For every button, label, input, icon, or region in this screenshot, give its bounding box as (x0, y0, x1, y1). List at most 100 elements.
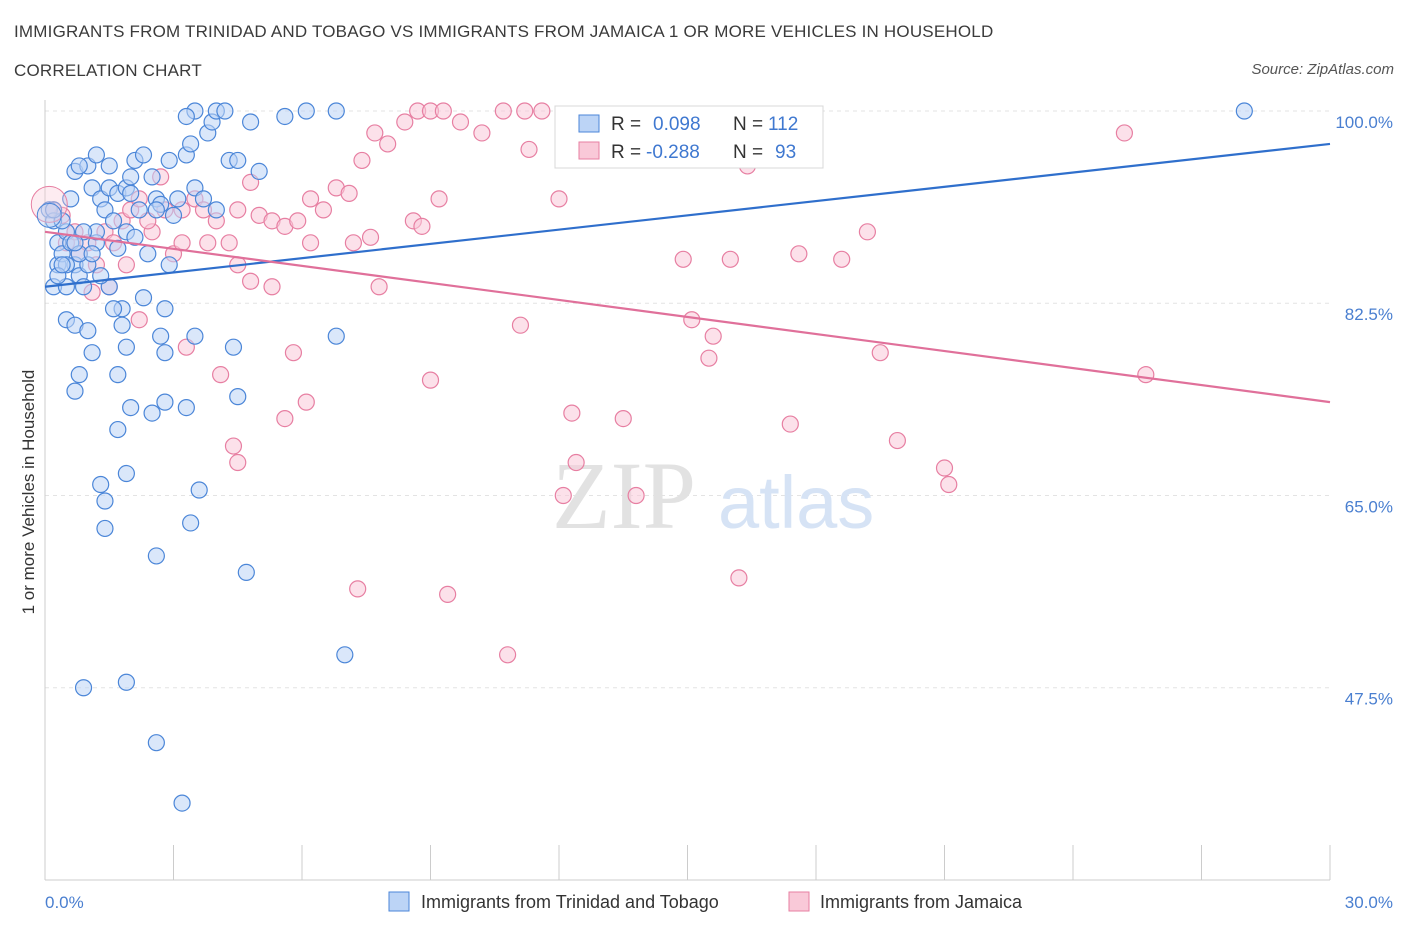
point-trinidad (156, 300, 174, 318)
point-trinidad (92, 475, 110, 494)
point-jamaica (379, 135, 397, 153)
point-trinidad (229, 388, 247, 406)
chart-title: IMMIGRANTS FROM TRINIDAD AND TOBAGO VS I… (14, 22, 994, 41)
point-trinidad (147, 734, 165, 752)
point-trinidad (74, 679, 93, 697)
point-trinidad (327, 327, 345, 345)
point-jamaica (516, 102, 534, 120)
point-trinidad (44, 201, 63, 219)
point-trinidad (143, 404, 161, 422)
legend-swatch-trinidad (388, 891, 410, 912)
point-trinidad (70, 157, 88, 175)
point-trinidad (66, 382, 84, 400)
point-trinidad (182, 135, 200, 153)
point-jamaica (494, 102, 512, 120)
stats-r-label-1: R = (611, 114, 641, 135)
point-jamaica (704, 327, 722, 345)
point-trinidad (177, 399, 195, 417)
point-trinidad (109, 239, 127, 257)
point-trinidad (147, 201, 165, 219)
point-trinidad (147, 547, 165, 565)
point-jamaica (130, 311, 148, 329)
point-jamaica (117, 256, 135, 274)
watermark-atlas: atlas (718, 461, 874, 544)
point-trinidad (139, 245, 157, 263)
point-jamaica (212, 366, 230, 384)
point-jamaica (396, 113, 414, 131)
point-trinidad (164, 206, 183, 224)
point-trinidad (160, 151, 178, 170)
point-jamaica (833, 250, 851, 268)
point-trinidad (224, 338, 243, 356)
trend-line-jamaica (44, 230, 1331, 404)
point-jamaica (430, 190, 448, 208)
point-jamaica (781, 415, 799, 433)
point-trinidad (104, 300, 123, 318)
point-trinidad (237, 563, 255, 581)
point-trinidad (87, 146, 106, 164)
legend-label-trinidad: Immigrants from Trinidad and Tobago (421, 892, 719, 912)
point-trinidad (104, 212, 123, 230)
point-trinidad (79, 322, 97, 340)
point-trinidad (36, 202, 62, 228)
point-trinidad (96, 519, 114, 538)
point-trinidad (109, 366, 127, 384)
y-axis-label: 1 or more Vehicles in Household (19, 370, 38, 615)
point-jamaica (935, 459, 954, 477)
point-jamaica (289, 212, 307, 230)
point-trinidad (113, 316, 131, 334)
point-jamaica (567, 453, 585, 472)
point-jamaica (30, 185, 68, 223)
y-tick-label: 65.0% (1345, 497, 1393, 516)
stats-swatch-pink (578, 141, 600, 160)
stats-box: R = 0.098 N = 112 R = -0.288 N = 93 (554, 105, 824, 169)
point-trinidad (70, 366, 88, 384)
point-jamaica (366, 124, 384, 142)
point-jamaica (550, 190, 568, 208)
trend-line-trinidad (44, 142, 1331, 288)
point-jamaica (361, 228, 380, 246)
point-trinidad (53, 256, 71, 274)
legend-label-jamaica: Immigrants from Jamaica (820, 892, 1023, 912)
point-trinidad (117, 464, 135, 483)
point-jamaica (730, 569, 748, 587)
point-trinidad (126, 228, 144, 246)
point-jamaica (349, 580, 367, 598)
x-tick-label: 0.0% (45, 893, 84, 912)
point-trinidad (130, 201, 148, 219)
point-trinidad (250, 162, 268, 181)
point-jamaica (520, 140, 538, 159)
data-points (30, 102, 1253, 812)
point-jamaica (297, 393, 315, 411)
stats-swatch-blue (578, 114, 600, 133)
point-jamaica (499, 646, 517, 664)
point-trinidad (194, 190, 213, 208)
point-trinidad (276, 107, 294, 126)
point-trinidad (177, 107, 195, 126)
point-trinidad (62, 190, 80, 208)
point-jamaica (511, 316, 530, 334)
point-jamaica (451, 113, 470, 131)
point-trinidad (122, 184, 140, 202)
point-trinidad (190, 481, 208, 499)
point-jamaica (1137, 366, 1155, 384)
point-trinidad (182, 514, 200, 532)
point-jamaica (627, 486, 645, 505)
point-trinidad (169, 190, 187, 208)
point-trinidad (134, 289, 153, 307)
point-trinidad (1235, 102, 1253, 120)
point-jamaica (413, 217, 431, 235)
legend-swatch-jamaica (788, 891, 810, 912)
y-tick-label: 82.5% (1345, 305, 1393, 324)
point-jamaica (674, 250, 692, 268)
point-jamaica (563, 404, 581, 422)
point-jamaica (284, 344, 303, 362)
point-trinidad (109, 420, 127, 439)
point-trinidad (336, 646, 354, 664)
x-tick-label: 30.0% (1345, 893, 1393, 912)
point-jamaica (871, 344, 889, 362)
point-trinidad (152, 327, 170, 345)
point-jamaica (224, 437, 243, 455)
point-trinidad (134, 146, 153, 164)
point-trinidad (327, 102, 345, 120)
